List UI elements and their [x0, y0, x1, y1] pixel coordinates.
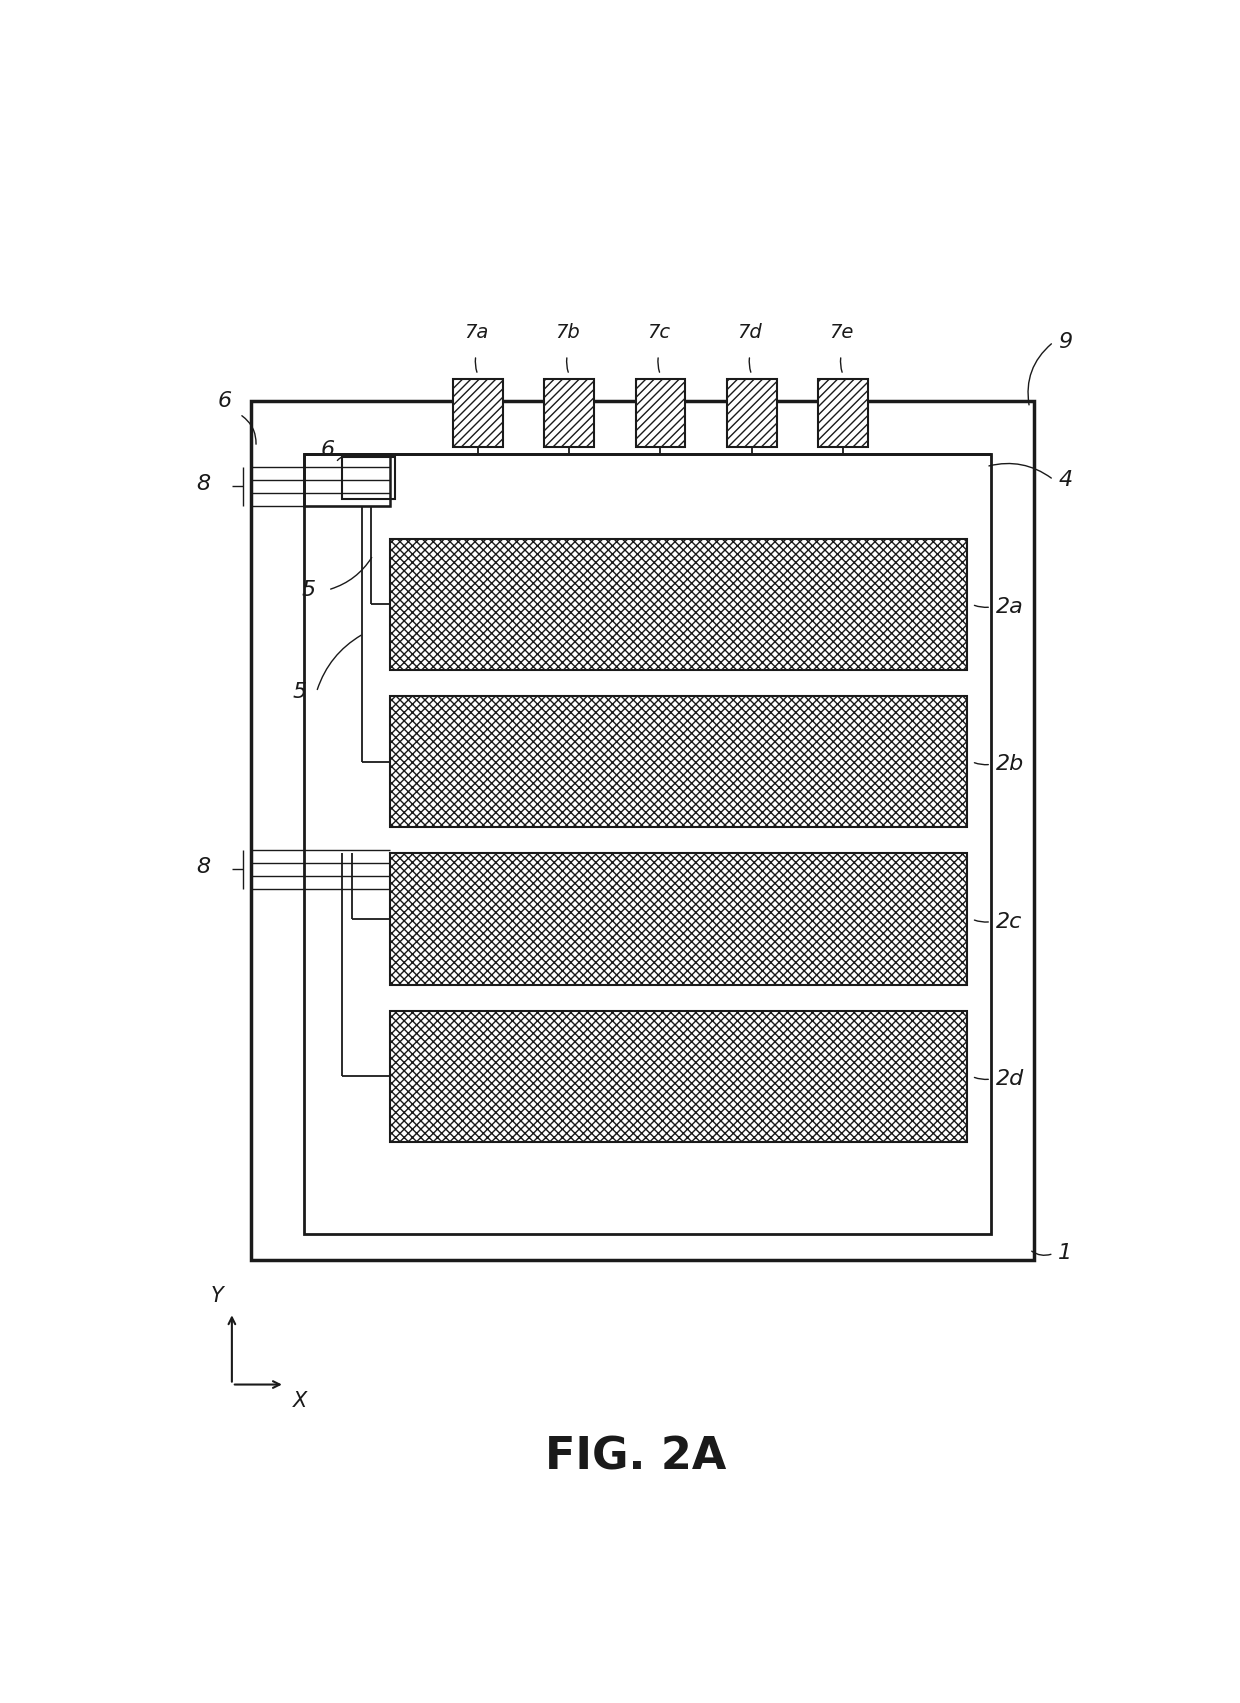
Text: 6: 6	[321, 439, 335, 460]
Text: 7b: 7b	[554, 324, 579, 342]
Bar	[635, 378, 686, 446]
Bar	[727, 378, 776, 446]
Text: 7e: 7e	[830, 324, 853, 342]
Text: Y: Y	[211, 1286, 224, 1306]
Bar	[304, 453, 991, 1233]
Text: 4: 4	[1058, 470, 1073, 490]
Text: X: X	[293, 1391, 306, 1412]
Bar	[818, 378, 868, 446]
Text: 9: 9	[1058, 332, 1073, 353]
Bar	[544, 378, 594, 446]
Text: 8: 8	[197, 857, 211, 877]
Text: 2c: 2c	[996, 911, 1022, 932]
Text: 2d: 2d	[996, 1069, 1024, 1088]
Text: 7c: 7c	[647, 324, 670, 342]
Bar	[391, 697, 967, 828]
Bar	[391, 853, 967, 984]
Bar	[304, 453, 391, 506]
Bar	[453, 378, 503, 446]
Text: 7d: 7d	[738, 324, 763, 342]
Text: 2b: 2b	[996, 754, 1024, 775]
Text: 5: 5	[301, 581, 316, 599]
Text: 7a: 7a	[464, 324, 489, 342]
Text: 2a: 2a	[996, 598, 1024, 616]
Bar	[250, 400, 1034, 1260]
Text: 8: 8	[197, 473, 211, 494]
Text: 5: 5	[293, 683, 306, 702]
Bar	[342, 458, 396, 499]
Bar	[391, 1012, 967, 1143]
Text: 1: 1	[1058, 1243, 1073, 1264]
Text: FIG. 2A: FIG. 2A	[544, 1436, 727, 1478]
Bar	[391, 538, 967, 669]
Text: 6: 6	[218, 392, 232, 410]
